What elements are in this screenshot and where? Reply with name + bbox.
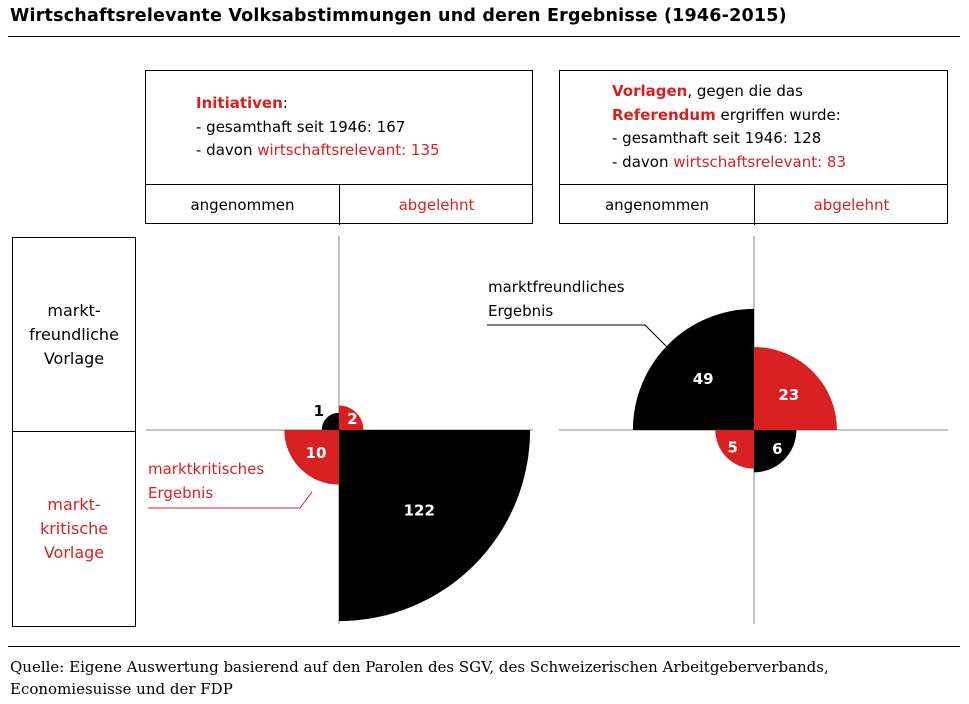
referendum-wedge-label-6: 6 — [772, 440, 782, 458]
source-note: Quelle: Eigene Auswertung basierend auf … — [10, 656, 829, 700]
referendum-total-line: - gesamthaft seit 1946: 128 — [612, 129, 822, 147]
initiatives-col-rejected: abgelehnt — [398, 196, 475, 214]
market-critical-leader-line — [148, 491, 313, 509]
initiatives-relevant-prefix: - davon — [196, 141, 258, 159]
referendum-wedge-label-49: 49 — [693, 370, 714, 388]
annotation-layer: marktfreundliches Ergebnis marktkritische… — [148, 278, 669, 509]
market-friendly-leader-line — [487, 324, 669, 349]
source-line-1: Quelle: Eigene Auswertung basierend auf … — [10, 658, 829, 676]
market-friendly-result-label: marktfreundliches Ergebnis — [488, 278, 625, 320]
referendum-description: Vorlagen, gegen die das Referendum ergri… — [612, 80, 846, 174]
initiatives-description: Initiativen: - gesamthaft seit 1946: 167… — [196, 92, 440, 163]
referendum-heading-referendum: Referendum — [612, 105, 716, 124]
market-critical-result-label: marktkritisches Ergebnis — [148, 460, 264, 502]
initiatives-column-header-row: angenommen abgelehnt — [146, 184, 532, 225]
referendum-wedge-label-23: 23 — [778, 386, 799, 404]
initiativen-wedge-label-2: 2 — [347, 410, 357, 428]
initiativen-wedge-1 — [321, 412, 339, 430]
referendum-wedge-5 — [715, 430, 754, 469]
title-rule — [8, 36, 960, 37]
referendum-col-rejected: abgelehnt — [813, 196, 890, 214]
referendum-relevant-prefix: - davon — [612, 152, 674, 171]
initiativen-wedge-label-10: 10 — [306, 444, 327, 462]
initiatives-header-box: Initiativen: - gesamthaft seit 1946: 167… — [145, 70, 533, 225]
initiativen-wedge-label-122: 122 — [404, 501, 435, 519]
row-label-market-friendly: markt- freundliche Vorlage — [12, 237, 136, 432]
referendum-col-accepted: angenommen — [560, 185, 755, 225]
referendum-heading-suffix2: ergriffen wurde: — [715, 105, 841, 124]
initiativen-wedge-10 — [284, 430, 339, 485]
row-label-market-critical: markt- kritische Vorlage — [12, 431, 136, 627]
referendum-wedge-23 — [754, 347, 837, 430]
initiatives-total-line: - gesamthaft seit 1946: 167 — [196, 117, 406, 136]
initiatives-col-accepted: angenommen — [146, 185, 340, 225]
initiativen-wedge-122 — [339, 430, 531, 622]
referendum-header-box: Vorlagen, gegen die das Referendum ergri… — [559, 70, 948, 225]
referendum-heading-vorlagen: Vorlagen — [612, 82, 688, 100]
chart-title: Wirtschaftsrelevante Volksabstimmungen u… — [10, 6, 787, 26]
referendum-relevant-count: wirtschaftsrelevant: 83 — [673, 152, 847, 171]
referendum-column-header-row: angenommen abgelehnt — [560, 184, 947, 225]
initiativen-wedge-label-1: 1 — [314, 402, 324, 420]
referendum-wedge-label-5: 5 — [728, 438, 738, 456]
referendum-wedge-6 — [754, 430, 797, 473]
initiatives-heading: Initiativen — [196, 94, 283, 112]
initiativen-wedge-2 — [339, 405, 364, 430]
referendum-wedge-49 — [632, 308, 754, 430]
initiatives-relevant-count: wirtschaftsrelevant: 135 — [257, 141, 440, 159]
initiatives-heading-suffix: : — [282, 94, 288, 112]
source-rule — [8, 646, 960, 647]
source-line-2: Economiesuisse und der FDP — [10, 680, 233, 698]
referendum-heading-suffix1: , gegen die das — [687, 82, 803, 100]
